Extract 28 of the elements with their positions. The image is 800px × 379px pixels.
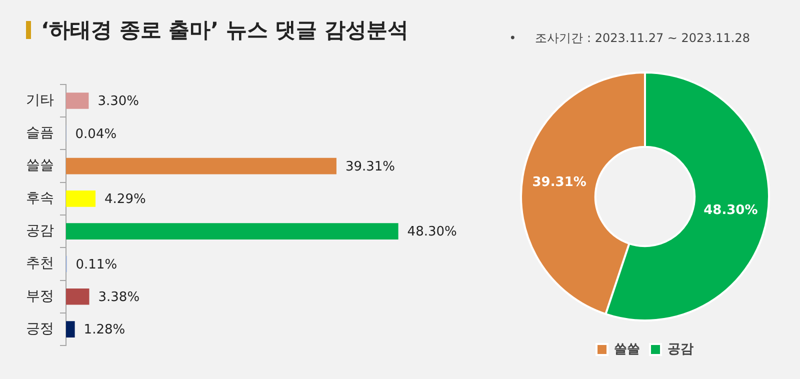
y-tick-label: 기타 <box>26 92 54 108</box>
y-tick-label: 추천 <box>26 256 54 272</box>
data-label: 39.31% <box>532 174 586 190</box>
data-label: 48.30% <box>704 202 758 218</box>
text: • 조사기간 : 2023.11.27 ~ 2023.11.28 <box>509 30 750 47</box>
bar <box>66 288 90 305</box>
legend-label: 쓸쓸 <box>614 342 640 357</box>
data-label: 1.28% <box>84 322 126 338</box>
chart-title: ‘하태경 종로 출마’ 뉴스 댓글 감성분석 <box>41 17 409 44</box>
bar <box>66 190 96 207</box>
data-label: 39.31% <box>345 159 396 174</box>
legend-label: 공감 <box>668 342 694 357</box>
data-label: 3.30% <box>98 94 140 110</box>
data-label: 0.11% <box>76 257 118 272</box>
y-tick-label: 공감 <box>26 222 54 239</box>
bar <box>66 92 89 109</box>
y-tick-label: 부정 <box>26 288 54 304</box>
data-label: 48.30% <box>407 224 457 240</box>
bar <box>66 158 336 174</box>
y-tick-label: 긍정 <box>26 320 54 337</box>
bar <box>66 321 75 338</box>
data-label: 4.29% <box>104 192 146 208</box>
y-tick-label: 후속 <box>26 190 54 206</box>
data-label: 0.04% <box>75 126 117 142</box>
y-tick-label: 슬픔 <box>26 125 54 142</box>
data-label: 3.38% <box>98 290 140 305</box>
bar <box>66 223 398 240</box>
y-tick-label: 쓸쓸 <box>26 158 54 174</box>
